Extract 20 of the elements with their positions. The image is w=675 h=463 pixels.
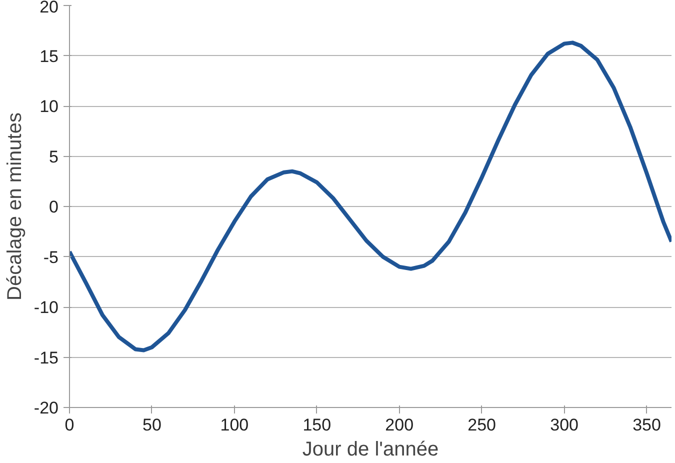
x-tick-label: 300 [550, 416, 578, 434]
y-tick-label: 10 [40, 97, 59, 116]
y-tick-label: 15 [40, 46, 59, 66]
y-tick-label: 5 [49, 147, 59, 166]
x-tick-label: 250 [468, 416, 496, 434]
y-tick-label: -5 [43, 248, 59, 267]
line-series [70, 40, 672, 352]
x-axis-title: Jour de l'année [302, 438, 439, 460]
y-tick-label: -20 [34, 398, 59, 418]
x-tick-label: 200 [385, 416, 414, 434]
y-axis-title: Décalage en minutes [4, 112, 26, 300]
y-tick-label: 0 [49, 198, 59, 216]
y-tick-label: 20 [40, 0, 59, 16]
x-tick-label: 150 [302, 416, 332, 434]
x-tick-label: 350 [632, 416, 661, 434]
y-tick-label: -15 [34, 348, 59, 368]
x-tick-label: 50 [142, 416, 162, 434]
x-tick-label: 0 [64, 416, 74, 434]
x-tick-label: 100 [220, 416, 249, 434]
y-tick-label: -10 [34, 298, 59, 317]
